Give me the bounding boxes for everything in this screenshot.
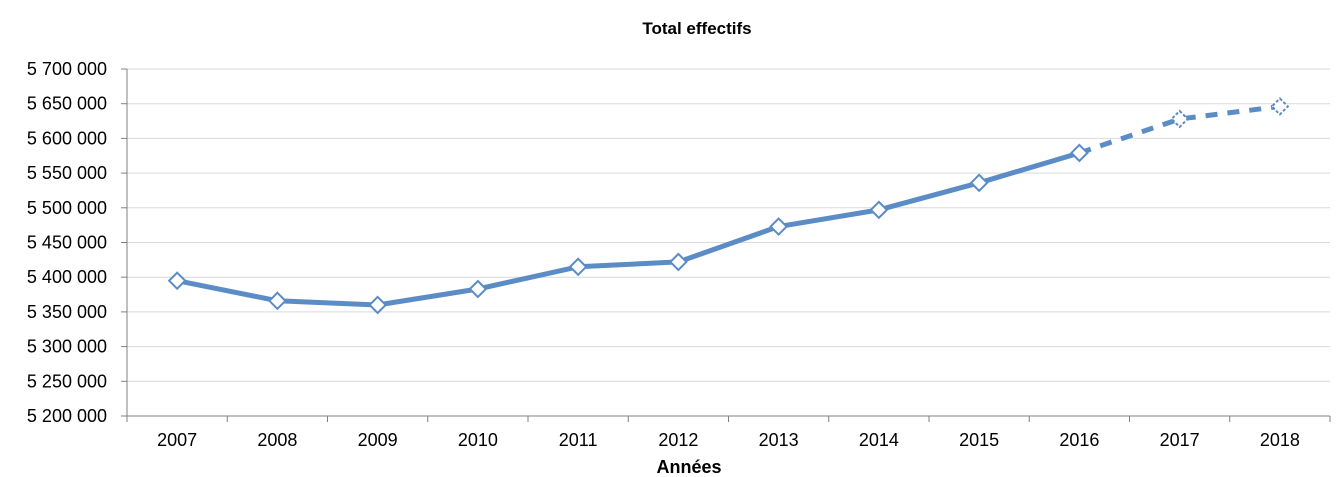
y-tick-label: 5 700 000 (27, 59, 107, 79)
series-markers (167, 97, 1290, 315)
data-point-marker (568, 257, 588, 277)
y-tick-label: 5 250 000 (27, 371, 107, 391)
x-tick-label: 2015 (959, 430, 999, 450)
x-tick-label: 2012 (658, 430, 698, 450)
gridlines (121, 68, 1330, 417)
x-tick-label: 2016 (1059, 430, 1099, 450)
data-point-marker (1069, 143, 1089, 163)
x-tick-label: 2017 (1160, 430, 1200, 450)
data-point-marker (167, 271, 187, 291)
y-tick-label: 5 450 000 (27, 233, 107, 253)
data-point-marker (969, 173, 989, 193)
x-axis-title: Années (656, 457, 721, 477)
data-point-marker (368, 295, 388, 315)
x-tick-label: 2010 (458, 430, 498, 450)
y-tick-label: 5 500 000 (27, 198, 107, 218)
y-tick-label: 5 350 000 (27, 302, 107, 322)
chart-title: Total effectifs (642, 19, 751, 38)
y-tick-label: 5 400 000 (27, 267, 107, 287)
y-tick-label: 5 550 000 (27, 163, 107, 183)
data-point-marker (769, 217, 789, 236)
x-tick-label: 2007 (157, 430, 197, 450)
series-line (174, 103, 1281, 308)
y-tick-label: 5 650 000 (27, 94, 107, 114)
data-point-marker (267, 291, 287, 311)
x-tick-labels: 2007 2008 2009 2010 2011 2012 2013 2014 2015 2016… (157, 430, 1300, 450)
y-tick-label: 5 600 000 (27, 128, 107, 148)
x-tick-label: 2018 (1260, 430, 1300, 450)
y-tick-labels: 5 200 000 5 250 000 5 300 000 5 350 000 5 40… (27, 59, 107, 426)
x-tick-label: 2008 (257, 430, 297, 450)
y-tick-label: 5 200 000 (27, 406, 107, 426)
data-point-marker (468, 279, 488, 299)
x-tick-label: 2011 (559, 430, 598, 450)
y-tick-label: 5 300 000 (27, 337, 107, 357)
data-point-marker (1170, 109, 1190, 129)
data-point-marker (668, 252, 688, 272)
axes (126, 69, 1331, 422)
data-point-marker (869, 200, 889, 220)
x-tick-label: 2009 (358, 430, 398, 450)
x-tick-label: 2013 (759, 430, 799, 450)
data-point-marker (1270, 97, 1290, 116)
series-line-solid (174, 150, 1082, 308)
x-tick-label: 2014 (859, 430, 899, 450)
